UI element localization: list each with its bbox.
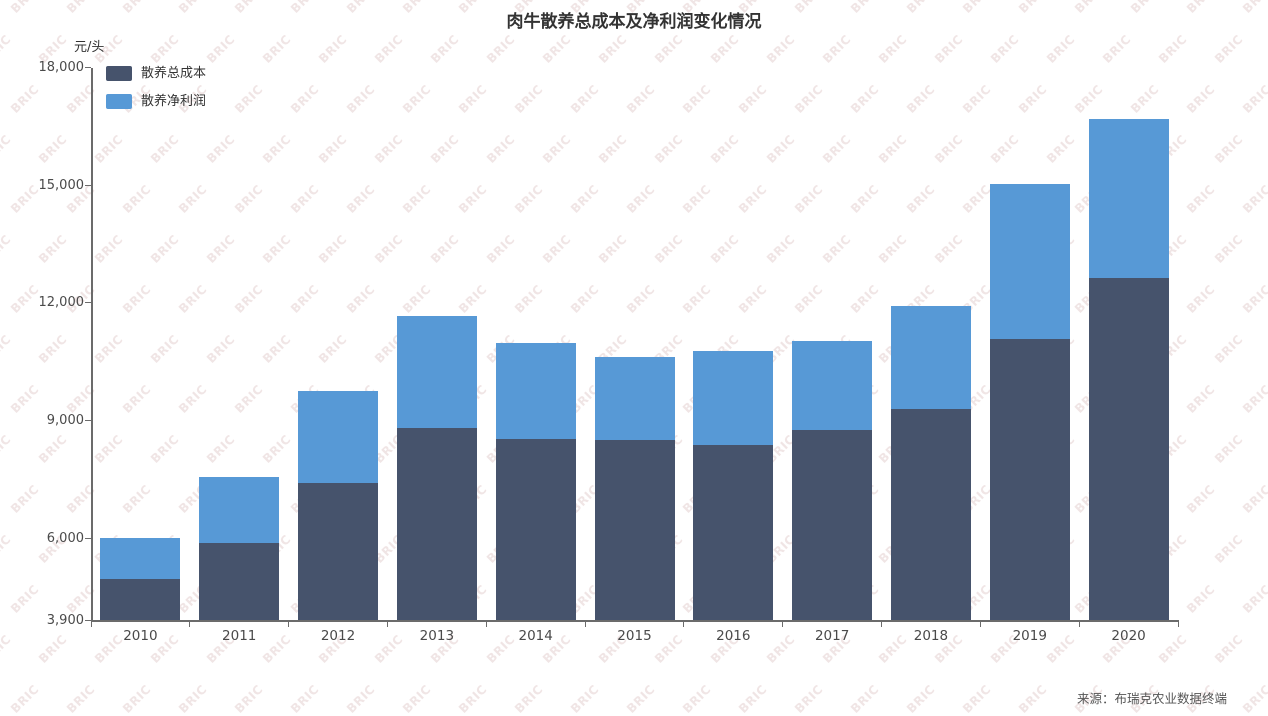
x-tick-label: 2011 bbox=[190, 629, 289, 643]
legend-swatch-icon bbox=[106, 66, 132, 81]
bar-segment-cost[interactable] bbox=[298, 483, 378, 621]
chart-title: 肉牛散养总成本及净利润变化情况 bbox=[0, 7, 1268, 32]
x-tick-label: 2014 bbox=[486, 629, 585, 643]
y-tick-label: 12,000 bbox=[0, 296, 84, 309]
x-axis-tickmark bbox=[585, 622, 586, 627]
x-axis-tickmark bbox=[1178, 622, 1179, 627]
x-axis-tickmark bbox=[387, 622, 388, 627]
bar-segment-profit[interactable] bbox=[397, 316, 477, 428]
legend-swatch-icon bbox=[106, 94, 132, 109]
legend: 散养总成本散养净利润 bbox=[106, 66, 206, 122]
y-tick-label: 18,000 bbox=[0, 61, 84, 74]
x-tick-label: 2019 bbox=[980, 629, 1079, 643]
x-axis-tickmark bbox=[486, 622, 487, 627]
bar-segment-cost[interactable] bbox=[595, 440, 675, 620]
bar-segment-profit[interactable] bbox=[1089, 119, 1169, 278]
bar-segment-cost[interactable] bbox=[990, 339, 1070, 621]
x-axis-tickmark bbox=[980, 622, 981, 627]
x-tick-label: 2013 bbox=[387, 629, 486, 643]
x-tick-label: 2015 bbox=[585, 629, 684, 643]
bar-segment-cost[interactable] bbox=[1089, 278, 1169, 620]
y-axis-tickmark bbox=[85, 420, 91, 421]
x-axis-tickmark bbox=[881, 622, 882, 627]
y-tick-label: 9,000 bbox=[0, 414, 84, 427]
x-axis-tickmark bbox=[1079, 622, 1080, 627]
legend-item-label: 散养净利润 bbox=[141, 94, 206, 109]
bar-segment-profit[interactable] bbox=[298, 391, 378, 483]
x-tick-label: 2012 bbox=[289, 629, 388, 643]
y-tick-label: 3,900 bbox=[0, 614, 84, 627]
bar-segment-cost[interactable] bbox=[397, 428, 477, 621]
bar-segment-profit[interactable] bbox=[792, 341, 872, 430]
bar-segment-profit[interactable] bbox=[693, 351, 773, 445]
y-tick-label: 6,000 bbox=[0, 532, 84, 545]
bar-segment-cost[interactable] bbox=[199, 543, 279, 621]
bar-segment-profit[interactable] bbox=[990, 184, 1070, 339]
bar-segment-cost[interactable] bbox=[693, 445, 773, 621]
bar-segment-profit[interactable] bbox=[199, 477, 279, 543]
y-tick-label: 15,000 bbox=[0, 179, 84, 192]
y-axis-line bbox=[91, 68, 93, 621]
x-axis-tickmark bbox=[683, 622, 684, 627]
bar-segment-cost[interactable] bbox=[100, 579, 180, 621]
bar-segment-cost[interactable] bbox=[496, 439, 576, 621]
x-tick-label: 2010 bbox=[91, 629, 190, 643]
bar-segment-profit[interactable] bbox=[100, 538, 180, 579]
x-tick-label: 2018 bbox=[882, 629, 981, 643]
x-axis-tickmark bbox=[288, 622, 289, 627]
x-tick-label: 2016 bbox=[684, 629, 783, 643]
bar-segment-cost[interactable] bbox=[792, 430, 872, 621]
y-axis-tickmark bbox=[85, 67, 91, 68]
bar-segment-profit[interactable] bbox=[595, 357, 675, 440]
x-tick-label: 2017 bbox=[783, 629, 882, 643]
source-note: 来源：布瑞克农业数据终端 bbox=[1077, 688, 1227, 707]
y-axis-tickmark bbox=[85, 185, 91, 186]
legend-item-cost[interactable]: 散养总成本 bbox=[106, 66, 206, 81]
bar-segment-cost[interactable] bbox=[891, 409, 971, 620]
bar-segment-profit[interactable] bbox=[496, 343, 576, 439]
x-axis-tickmark bbox=[91, 622, 92, 627]
legend-item-profit[interactable]: 散养净利润 bbox=[106, 94, 206, 109]
y-axis-tickmark bbox=[85, 302, 91, 303]
x-axis-tickmark bbox=[782, 622, 783, 627]
legend-item-label: 散养总成本 bbox=[141, 66, 206, 81]
x-tick-label: 2020 bbox=[1079, 629, 1178, 643]
y-axis-tickmark bbox=[85, 538, 91, 539]
x-axis-tickmark bbox=[189, 622, 190, 627]
y-axis-unit-label: 元/头 bbox=[74, 36, 104, 55]
bar-segment-profit[interactable] bbox=[891, 306, 971, 409]
